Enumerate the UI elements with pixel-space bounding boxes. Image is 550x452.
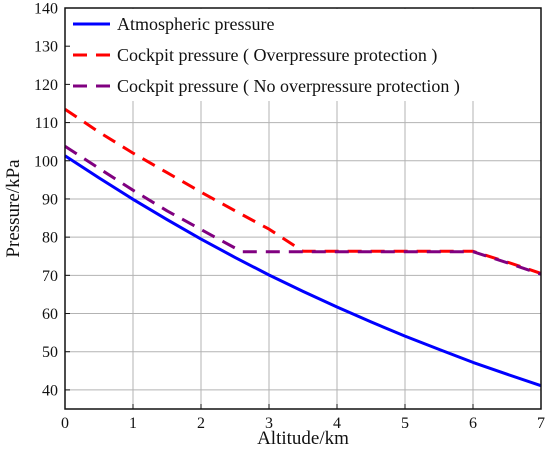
x-tick-label: 7 [537, 415, 545, 432]
series-line-2 [64, 107, 542, 275]
x-tick-label: 2 [197, 415, 205, 432]
y-tick-label: 70 [42, 268, 58, 285]
x-tick-label: 1 [129, 415, 137, 432]
series-line-1 [64, 154, 542, 388]
y-tick-label: 90 [42, 191, 58, 208]
y-tick-label: 40 [42, 382, 58, 399]
series-layer [64, 107, 542, 388]
y-tick-label: 50 [42, 344, 58, 361]
y-tick-label: 60 [42, 306, 58, 323]
tick-labels: 0 1 2 3 4 5 6 7 40 50 60 70 80 90 100 110 120 130 140 [34, 1, 545, 433]
legend-label-1: Atmospheric pressure [117, 14, 274, 34]
y-tick-label: 110 [35, 115, 58, 132]
x-tick-label: 6 [469, 415, 477, 432]
y-tick-label: 120 [34, 77, 58, 94]
series-line-3 [64, 144, 542, 276]
legend-label-3: Cockpit pressure ( No overpressure prote… [117, 76, 460, 97]
x-tick-label: 5 [401, 415, 409, 432]
legend-background [66, 9, 542, 101]
y-tick-label: 130 [34, 39, 58, 56]
x-tick-label: 3 [265, 415, 273, 432]
y-tick-label: 80 [42, 230, 58, 247]
plot-frame [64, 7, 542, 410]
x-tick-label: 4 [333, 415, 341, 432]
x-axis-title: Altitude/km [257, 428, 349, 449]
y-tick-label: 100 [34, 153, 58, 170]
x-tick-label: 0 [61, 415, 69, 432]
legend: Atmospheric pressure Cockpit pressure ( O… [66, 9, 542, 101]
y-axis-title: Pressure/kPa [3, 159, 24, 258]
y-tick-label: 140 [34, 1, 58, 18]
legend-label-2: Cockpit pressure ( Overpressure protecti… [117, 45, 437, 66]
